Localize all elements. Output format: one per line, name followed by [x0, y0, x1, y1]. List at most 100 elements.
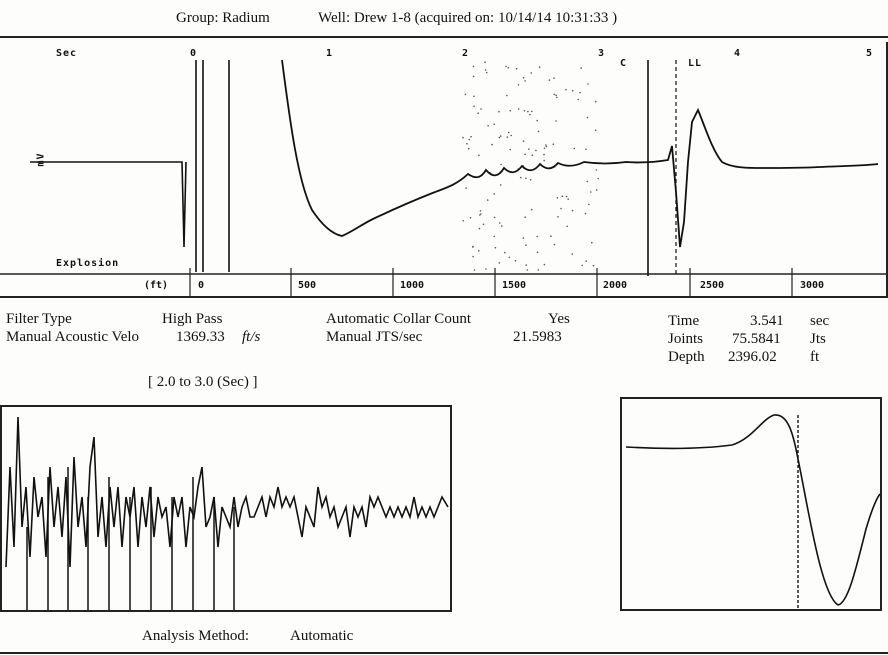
noise-dot: [519, 176, 522, 179]
noise-dot: [499, 184, 502, 186]
noise-dot: [550, 235, 552, 237]
noise-dot: [573, 147, 576, 150]
noise-dot: [514, 259, 517, 262]
time-unit: sec: [810, 313, 830, 329]
noise-dot: [509, 148, 512, 151]
noise-dot: [472, 75, 475, 78]
noise-dot: [522, 140, 525, 142]
noise-dot: [485, 71, 488, 74]
noise-dot: [507, 67, 510, 69]
ll-marker-label: LL: [688, 58, 703, 69]
group-title: Group: Radium: [176, 10, 270, 26]
noise-dot: [478, 154, 480, 157]
zoom-range-label: [ 2.0 to 3.0 (Sec) ]: [148, 374, 258, 390]
depth-unit: ft: [810, 349, 820, 365]
noise-dot: [586, 180, 588, 183]
main-trace-canvas[interactable]: [0, 42, 886, 296]
noise-dot: [484, 69, 487, 71]
velocity-unit: ft/s: [242, 329, 261, 345]
noise-dot: [577, 98, 579, 101]
jts-label: Manual JTS/sec: [326, 329, 423, 345]
noise-dot: [491, 143, 493, 146]
noise-dot: [528, 148, 530, 150]
noise-dot: [506, 136, 509, 138]
filter-type-value: High Pass: [162, 311, 223, 327]
noise-dot: [524, 80, 526, 82]
jts-value: 21.5983: [513, 329, 562, 345]
noise-dot: [552, 143, 555, 145]
noise-dot: [594, 129, 597, 131]
noise-dot: [536, 235, 538, 238]
noise-dot: [493, 216, 496, 219]
noise-dot: [473, 269, 476, 271]
analysis-method-value: Automatic: [290, 628, 354, 644]
noise-dot: [526, 269, 529, 271]
noise-dot: [498, 136, 501, 139]
noise-dot: [522, 77, 525, 79]
noise-dot: [565, 195, 568, 198]
noise-dot: [509, 109, 512, 112]
footer-divider: [0, 652, 888, 654]
noise-dot: [536, 251, 539, 254]
noise-dot: [531, 154, 534, 156]
noise-dot: [543, 147, 546, 150]
time-tick-3: 3: [598, 48, 605, 59]
noise-dot: [529, 179, 532, 181]
zoom-trace-canvas[interactable]: [2, 407, 450, 610]
noise-dot: [538, 66, 541, 68]
noise-dot: [501, 225, 503, 227]
noise-dot: [493, 123, 496, 125]
joints-value: 75.5841: [732, 331, 781, 347]
noise-dot: [555, 120, 557, 122]
noise-dot: [597, 177, 599, 180]
noise-dot: [504, 251, 506, 254]
noise-dot: [466, 142, 468, 145]
noise-dot: [524, 153, 526, 156]
detail-waveform-line: [625, 414, 880, 606]
noise-dot: [587, 83, 589, 85]
sec-axis-label: Sec: [56, 48, 78, 59]
noise-dot: [479, 214, 481, 216]
noise-dot: [595, 100, 597, 103]
depth-axis-unit: (ft): [144, 280, 169, 291]
time-label: Time: [668, 313, 700, 329]
noise-dot: [543, 263, 546, 266]
noise-dot: [530, 72, 532, 74]
noise-dot: [507, 131, 510, 134]
noise-dot: [530, 208, 533, 211]
main-trace-line: [281, 59, 879, 248]
noise-dot: [581, 264, 583, 267]
noise-dot: [566, 225, 568, 228]
noise-dot: [588, 203, 590, 206]
noise-dot: [485, 268, 487, 270]
noise-dot: [494, 246, 497, 249]
noise-dot: [473, 95, 475, 98]
noise-dot: [484, 61, 486, 63]
depth-tick-1000: 1000: [400, 280, 425, 291]
noise-dot: [585, 148, 587, 151]
noise-dot: [523, 110, 526, 112]
noise-dot: [469, 216, 472, 219]
detail-waveform-canvas[interactable]: [622, 399, 880, 609]
noise-dot: [493, 235, 496, 238]
noise-dot: [543, 153, 545, 156]
joints-unit: Jts: [810, 331, 826, 347]
noise-dot: [525, 177, 527, 179]
main-trace-plot[interactable]: Sec 0 1 2 3 4 5 C LL mV Explosion (ft) 0…: [0, 42, 888, 298]
time-tick-0: 0: [190, 48, 197, 59]
noise-dot: [478, 227, 481, 230]
noise-dot: [517, 84, 520, 86]
depth-label: Depth: [668, 349, 705, 365]
detail-waveform-plot[interactable]: [620, 397, 882, 611]
noise-dot: [586, 116, 589, 119]
noise-dot: [486, 199, 489, 201]
noise-dot: [480, 213, 482, 215]
collar-count-label: Automatic Collar Count: [326, 311, 471, 327]
collar-count-value: Yes: [548, 311, 570, 327]
noise-dot: [480, 108, 482, 110]
zoom-trace-plot[interactable]: [0, 405, 452, 612]
depth-tick-500: 500: [298, 280, 317, 291]
noise-dot: [498, 110, 500, 113]
header-divider: [0, 36, 888, 38]
noise-dot: [553, 243, 556, 246]
